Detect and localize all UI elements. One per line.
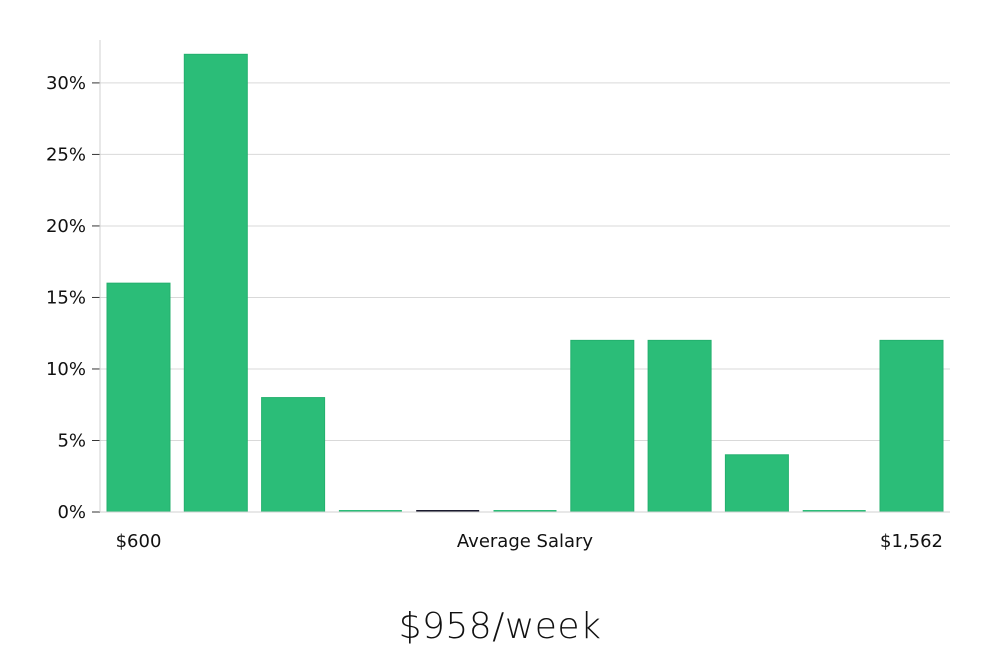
- x-max-label: $1,562: [880, 531, 943, 552]
- x-axis-label: Average Salary: [457, 531, 594, 552]
- histogram-bar: [647, 339, 712, 513]
- histogram-bar: [261, 397, 326, 513]
- y-tick-label: 20%: [46, 216, 86, 237]
- axis-labels: $600 Average Salary $1,562: [116, 531, 943, 552]
- y-tick-label: 25%: [46, 144, 86, 165]
- histogram-bar: [416, 510, 480, 512]
- histogram-bar: [338, 510, 402, 512]
- histogram-bar: [802, 510, 866, 512]
- y-tick-label: 30%: [46, 73, 86, 94]
- histogram-bar: [106, 282, 171, 513]
- histogram-bar: [570, 339, 635, 513]
- average-salary-value: $958/week: [398, 606, 602, 647]
- histogram-bar: [183, 53, 248, 513]
- histogram-bar: [879, 339, 944, 513]
- histogram-bar: [493, 510, 557, 512]
- histogram-bar: [724, 454, 789, 513]
- histogram-bars: [106, 53, 944, 513]
- y-tick-label: 0%: [57, 502, 86, 523]
- y-tick-label: 10%: [46, 359, 86, 380]
- y-tick-label: 5%: [57, 430, 86, 451]
- y-tick-label: 15%: [46, 287, 86, 308]
- salary-histogram: 0% 5% 10% 15% 20% 25% 30% $600 Average Salary …: [46, 40, 950, 552]
- x-min-label: $600: [116, 531, 162, 552]
- axes: 0% 5% 10% 15% 20% 25% 30%: [46, 40, 950, 523]
